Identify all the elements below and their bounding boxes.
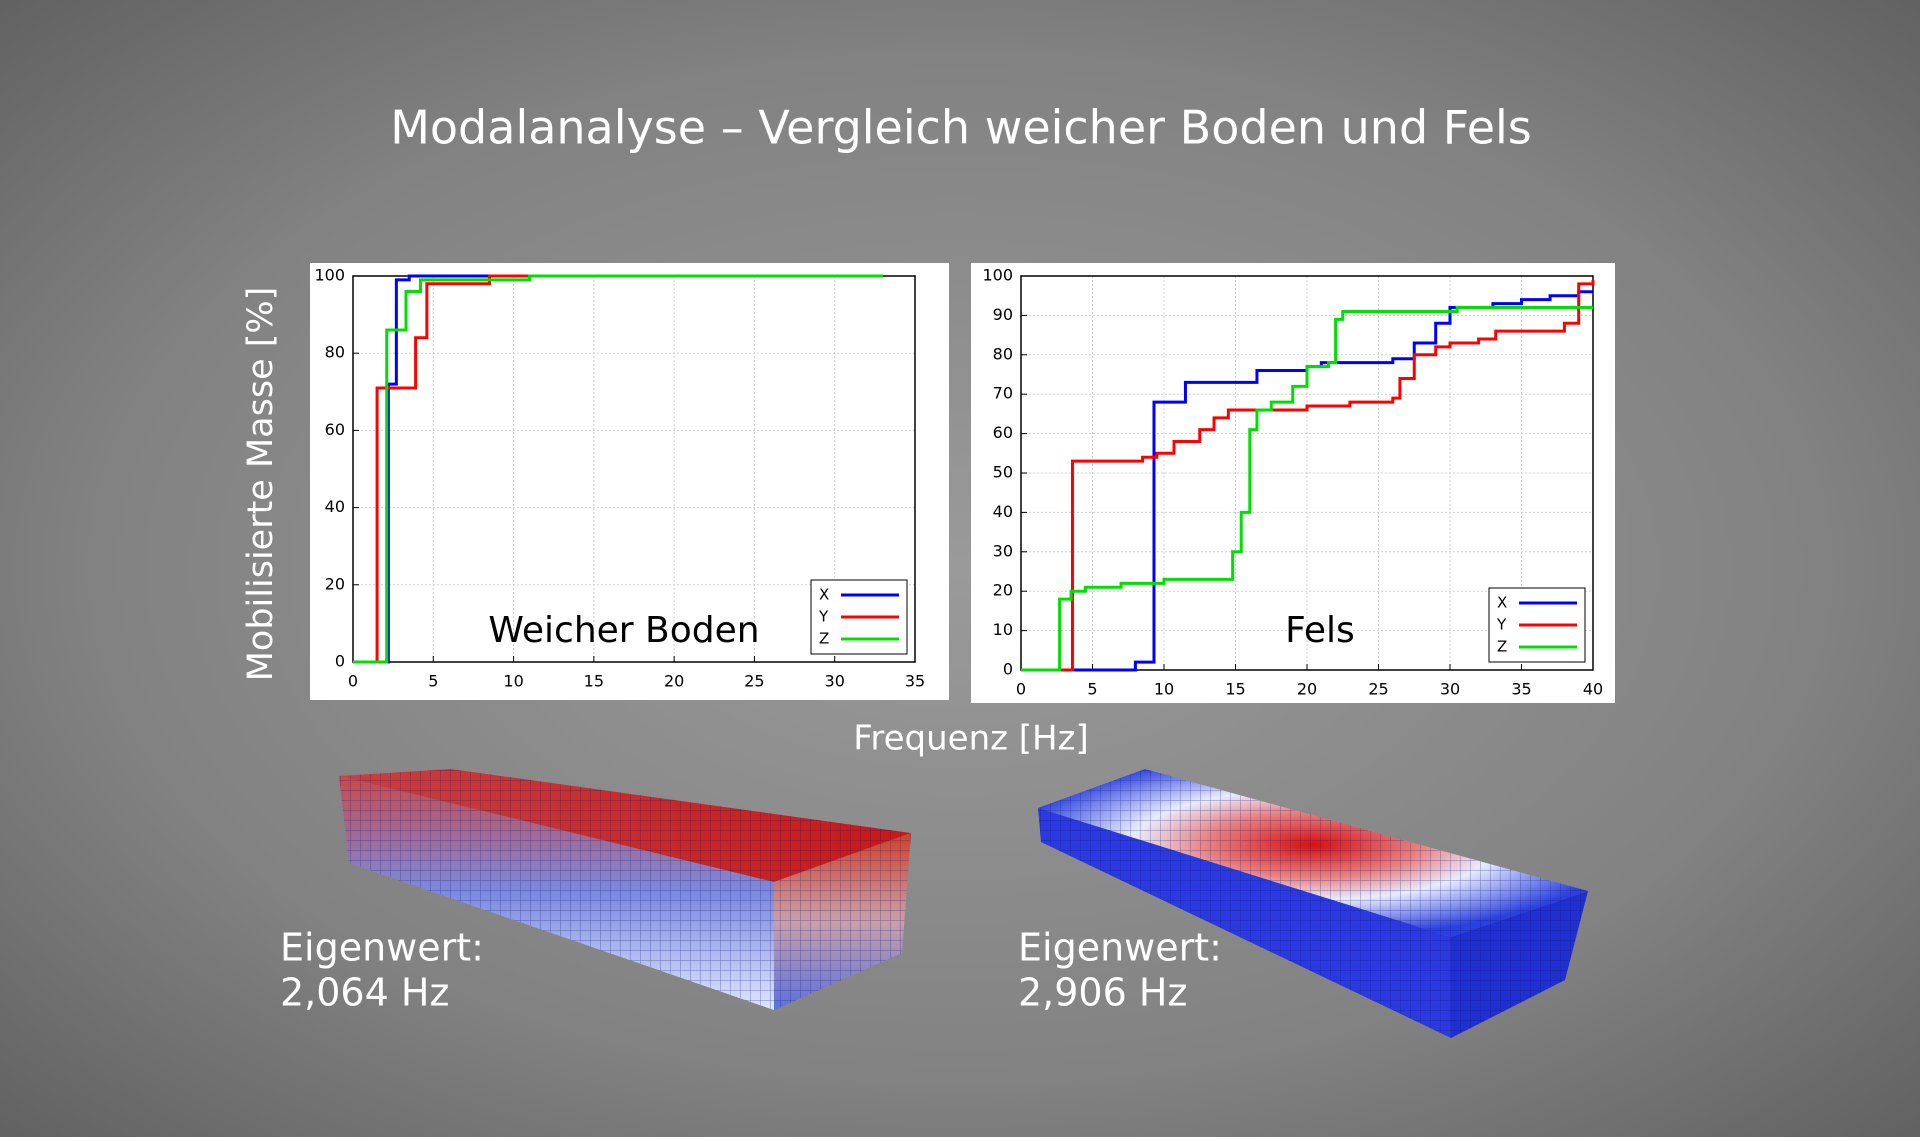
y-tick-label: 90 [993,305,1013,324]
y-tick-label: 40 [325,497,345,516]
y-tick-label: 10 [993,620,1013,639]
x-axis-label: Frequenz [Hz] [853,719,1088,759]
y-tick-label: 20 [325,574,345,593]
eigenvalue-value: 2,906 Hz [1018,971,1187,1015]
x-tick-label: 5 [428,672,438,691]
data-line [1021,290,1593,672]
x-tick-label: 35 [1511,680,1531,699]
legend-label: X [819,586,829,604]
x-tick-label: 30 [1440,680,1460,699]
x-tick-label: 30 [825,672,845,691]
legend-label: Y [818,608,829,626]
x-tick-label: 20 [664,672,684,691]
x-tick-label: 40 [1583,680,1603,699]
legend-label: X [1497,594,1507,612]
y-tick-label: 0 [1003,660,1013,679]
y-tick-label: 60 [325,420,345,439]
x-tick-label: 20 [1297,680,1317,699]
y-tick-label: 60 [993,423,1013,442]
x-tick-label: 15 [584,672,604,691]
legend-label: Y [1496,616,1507,634]
fem-model-rock [1038,769,1588,1038]
x-tick-label: 0 [348,672,358,691]
legend-label: Z [1497,638,1507,656]
y-tick-label: 0 [335,652,345,671]
y-tick-label: 80 [325,343,345,362]
x-tick-label: 10 [1154,680,1174,699]
model-mesh [1451,891,1588,1038]
y-tick-label: 100 [314,266,345,285]
eigenvalue-label: Eigenwert: [280,926,484,970]
x-tick-label: 25 [744,672,764,691]
model-mesh [339,776,774,1010]
x-tick-label: 0 [1016,680,1026,699]
x-tick-label: 35 [905,672,925,691]
model-mesh [774,833,911,1010]
y-tick-label: 40 [993,502,1013,521]
y-tick-label: 20 [993,581,1013,600]
chart: 0 5 10 15 20 25 30 35 0 20 40 60 80 100 Weicher Boden X… [310,263,949,700]
plot-title: Fels [1285,610,1355,651]
plot-area [1020,275,1594,671]
slide-title: Modalanalyse – Vergleich weicher Boden u… [390,101,1532,155]
eigenvalue-value: 2,064 Hz [280,971,449,1015]
y-tick-label: 50 [993,463,1013,482]
y-tick-label: 70 [993,384,1013,403]
y-tick-label: 30 [993,541,1013,560]
x-tick-label: 25 [1368,680,1388,699]
model-mesh [339,769,911,882]
model-mesh [1038,808,1451,1038]
data-line [353,274,530,664]
y-tick-label: 100 [982,266,1013,285]
x-tick-label: 10 [503,672,523,691]
x-tick-label: 5 [1087,680,1097,699]
y-axis-label: Mobilisierte Masse [%] [241,287,281,682]
model-mesh [1038,769,1588,937]
data-line [353,274,883,664]
y-tick-label: 80 [993,344,1013,363]
data-line [1021,279,1595,672]
plot-title: Weicher Boden [488,610,759,651]
eigenvalue-label: Eigenwert: [1018,926,1222,970]
x-tick-label: 15 [1225,680,1245,699]
legend-label: Z [819,630,829,648]
fem-model-soft [339,769,911,1010]
chart: 0 5 10 15 20 25 30 35 40 0 10 20 30 40 50 60 70 80 90 100 Fe… [971,263,1615,703]
data-line [1021,306,1593,672]
